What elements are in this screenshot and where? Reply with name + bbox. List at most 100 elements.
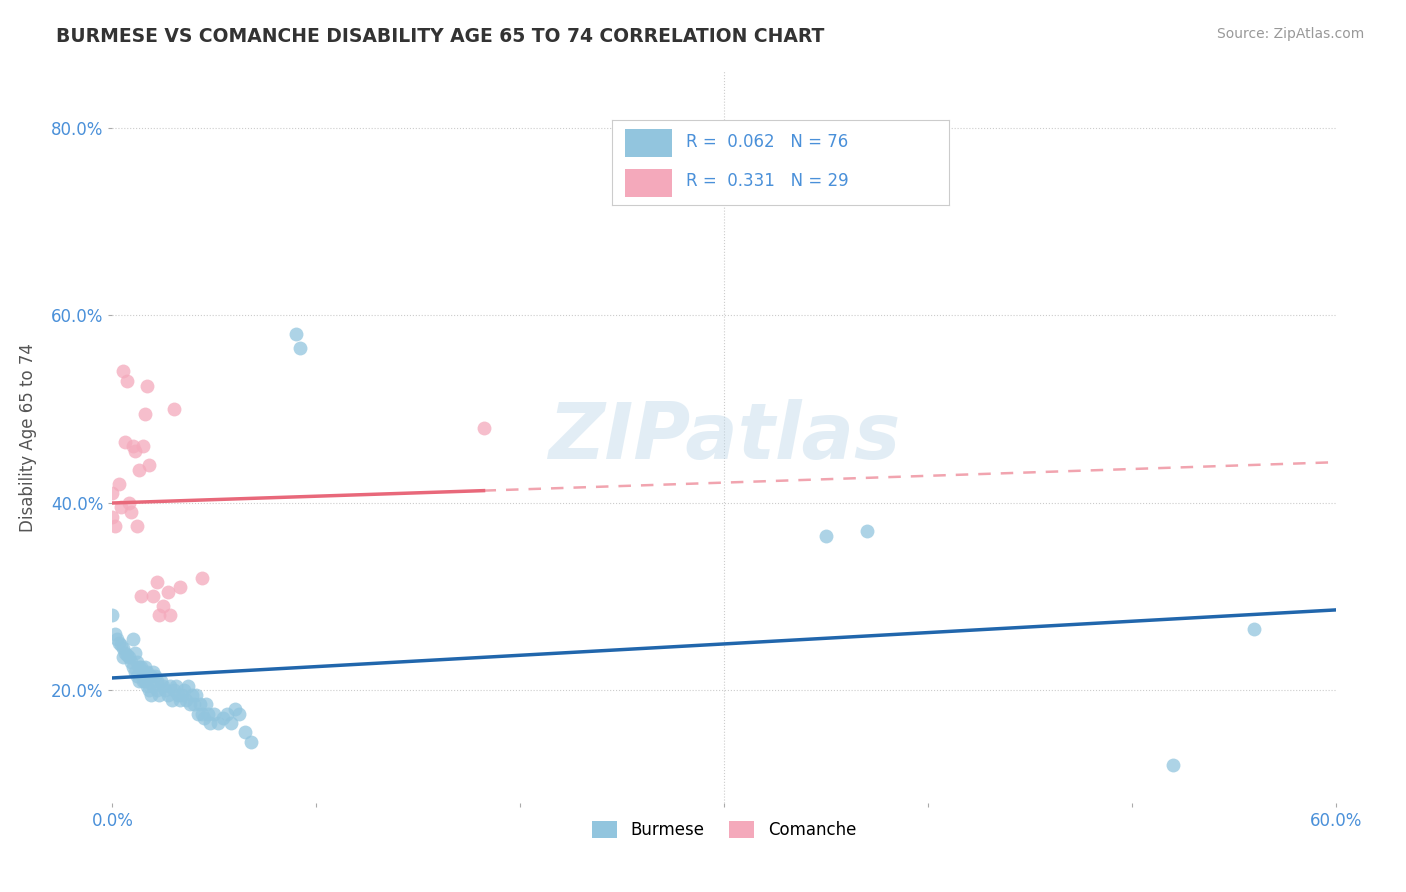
FancyBboxPatch shape — [626, 129, 672, 157]
Point — [114, 646, 136, 660]
Point — [107, 477, 129, 491]
Point — [125, 519, 148, 533]
Point — [163, 683, 186, 698]
Point — [174, 692, 197, 706]
Point — [156, 584, 179, 599]
Point — [120, 655, 142, 669]
Point — [107, 636, 129, 650]
Point — [215, 706, 238, 721]
Point — [179, 698, 201, 712]
Point — [143, 669, 166, 683]
Point — [134, 407, 156, 421]
Point — [115, 648, 138, 662]
Point — [170, 688, 193, 702]
Point — [141, 688, 163, 702]
Point — [166, 688, 188, 702]
Point — [184, 688, 207, 702]
Point — [122, 440, 145, 454]
Point — [118, 650, 141, 665]
Text: R =  0.331   N = 29: R = 0.331 N = 29 — [686, 172, 848, 190]
Point — [141, 669, 163, 683]
Point — [160, 692, 183, 706]
Point — [187, 706, 209, 721]
Point — [855, 524, 877, 538]
Point — [148, 608, 170, 623]
Point — [128, 463, 150, 477]
Point — [142, 679, 165, 693]
Point — [138, 458, 160, 473]
Point — [146, 683, 169, 698]
Point — [224, 702, 246, 716]
Point — [132, 665, 155, 679]
Point — [169, 692, 191, 706]
Point — [240, 735, 263, 749]
Point — [129, 590, 152, 604]
Point — [200, 716, 222, 731]
Point — [150, 673, 173, 688]
Point — [134, 660, 156, 674]
Point — [148, 688, 170, 702]
Point — [120, 505, 142, 519]
Point — [122, 660, 145, 674]
Point — [183, 698, 205, 712]
Point — [173, 683, 195, 698]
Point — [188, 698, 211, 712]
Point — [142, 590, 165, 604]
Point — [191, 571, 214, 585]
Point — [288, 341, 311, 355]
Point — [181, 688, 204, 702]
Point — [118, 496, 141, 510]
Point — [177, 679, 200, 693]
Point — [1161, 758, 1184, 772]
Y-axis label: Disability Age 65 to 74: Disability Age 65 to 74 — [20, 343, 37, 532]
Point — [124, 646, 146, 660]
Point — [155, 683, 177, 698]
Point — [1243, 623, 1265, 637]
Point — [129, 660, 152, 674]
Point — [111, 364, 134, 378]
Point — [114, 434, 136, 449]
Point — [125, 669, 148, 683]
Point — [211, 711, 233, 725]
Point — [284, 326, 308, 341]
Point — [815, 528, 838, 542]
Point — [110, 500, 132, 515]
Point — [111, 641, 134, 656]
Point — [136, 378, 159, 392]
Point — [110, 638, 132, 652]
Point — [191, 706, 214, 721]
Point — [125, 655, 148, 669]
Point — [128, 673, 150, 688]
Point — [472, 420, 495, 434]
Legend: Burmese, Comanche: Burmese, Comanche — [585, 814, 863, 846]
Point — [124, 444, 146, 458]
Point — [152, 679, 174, 693]
Point — [142, 665, 165, 679]
Point — [103, 519, 125, 533]
Point — [197, 706, 219, 721]
Point — [233, 725, 256, 739]
Point — [195, 698, 218, 712]
Text: Source: ZipAtlas.com: Source: ZipAtlas.com — [1216, 27, 1364, 41]
Point — [159, 608, 181, 623]
Text: BURMESE VS COMANCHE DISABILITY AGE 65 TO 74 CORRELATION CHART: BURMESE VS COMANCHE DISABILITY AGE 65 TO… — [56, 27, 824, 45]
Point — [136, 665, 159, 679]
Point — [101, 486, 124, 500]
Point — [122, 632, 145, 646]
Point — [163, 401, 186, 416]
Point — [138, 683, 160, 698]
Point — [193, 711, 215, 725]
Point — [136, 679, 159, 693]
Point — [101, 509, 124, 524]
Point — [207, 716, 229, 731]
Point — [152, 599, 174, 613]
Point — [128, 660, 150, 674]
Point — [219, 716, 242, 731]
Point — [132, 440, 155, 454]
Point — [111, 650, 134, 665]
Point — [138, 669, 160, 683]
Point — [146, 575, 169, 590]
Point — [132, 673, 155, 688]
Point — [165, 679, 187, 693]
Text: R =  0.062   N = 76: R = 0.062 N = 76 — [686, 134, 848, 152]
